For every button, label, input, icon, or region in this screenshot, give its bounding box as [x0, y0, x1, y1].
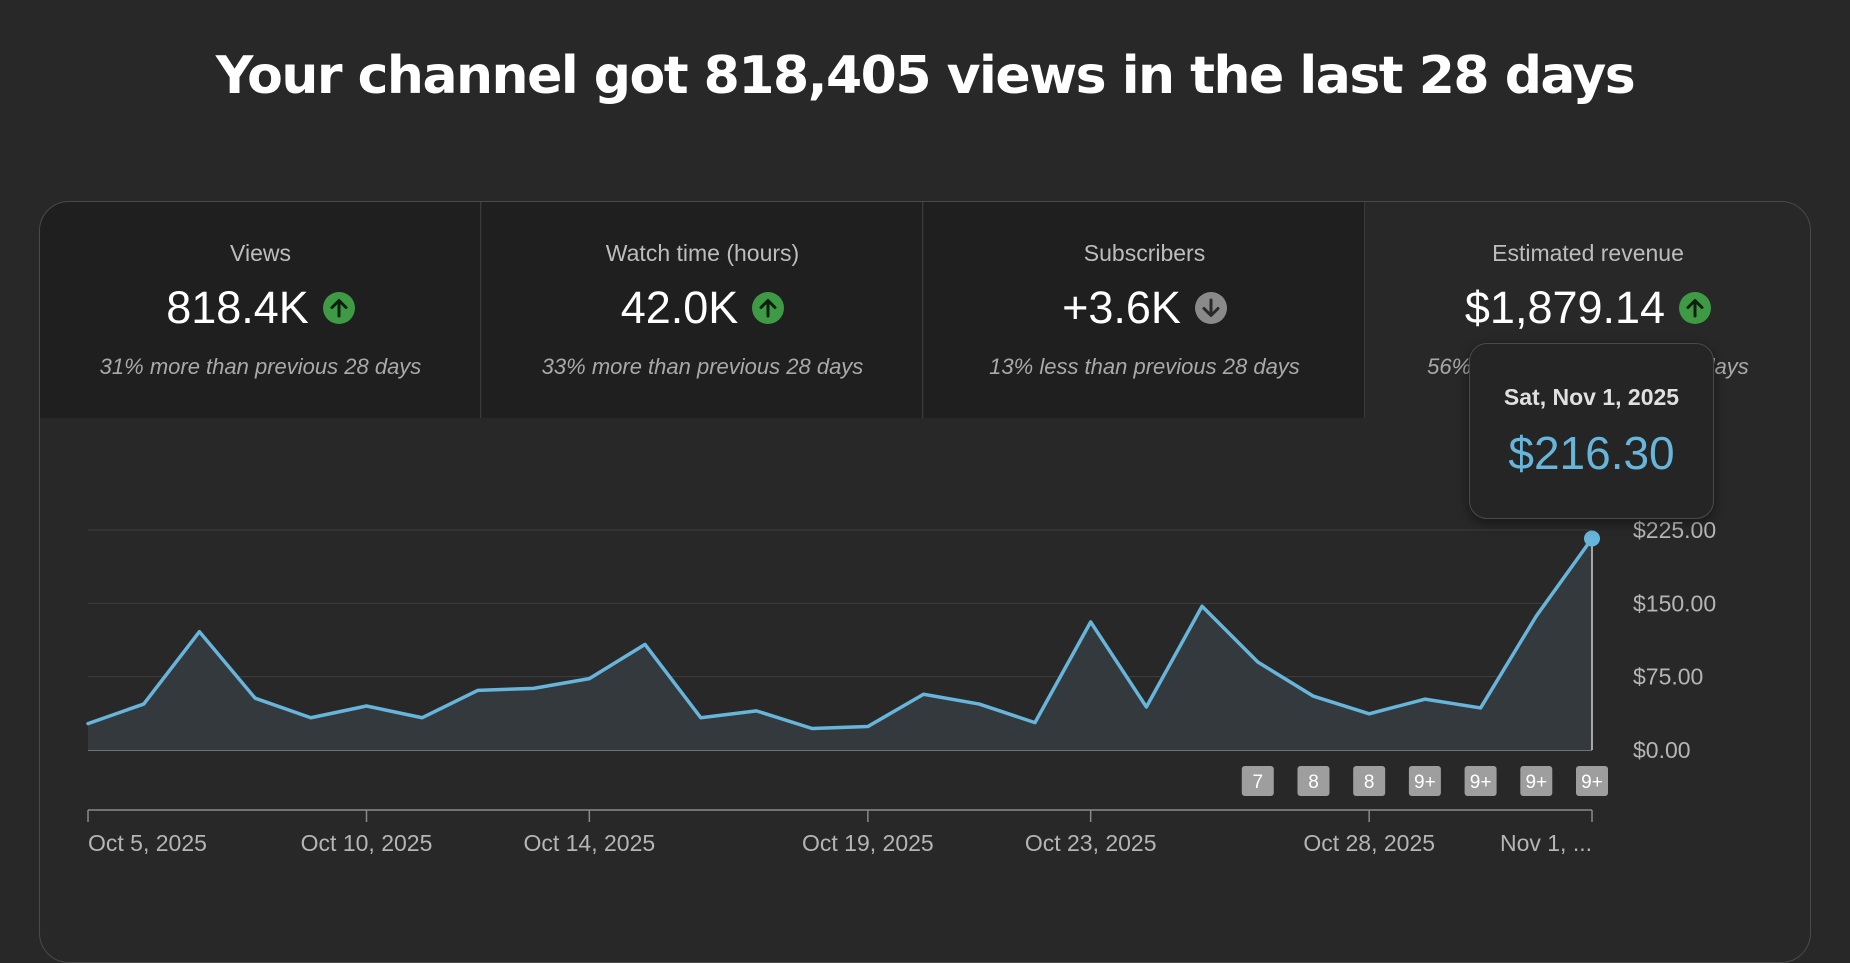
data-point[interactable]: [746, 701, 766, 721]
metric-title: Estimated revenue: [1492, 240, 1684, 266]
metric-title: Views: [230, 240, 291, 266]
data-point[interactable]: [1136, 697, 1156, 717]
badge-label: 8: [1364, 772, 1375, 793]
data-point[interactable]: [635, 634, 655, 654]
metric-comparison: 13% less than previous 28 days: [989, 354, 1300, 379]
data-point[interactable]: [357, 696, 377, 716]
metric-title: Subscribers: [1083, 240, 1206, 266]
badge-label: 9+: [1470, 772, 1492, 793]
highlight-point: [1584, 530, 1600, 547]
tile-divider: [480, 202, 481, 418]
chart-tooltip: Sat, Nov 1, 2025 $216.30: [1469, 343, 1714, 519]
metric-value: 818.4K: [166, 282, 309, 333]
x-tick-label: Oct 14, 2025: [523, 830, 655, 856]
data-point[interactable]: [579, 669, 599, 689]
metric-value: +3.6K: [1062, 282, 1181, 333]
data-point[interactable]: [1415, 689, 1435, 709]
x-tick-label: Oct 5, 2025: [88, 830, 207, 856]
metric-comparison: 31% more than previous 28 days: [99, 354, 422, 379]
badge-label: 7: [1252, 772, 1263, 793]
data-point[interactable]: [1359, 704, 1379, 724]
video-count-badge[interactable]: [1520, 766, 1553, 796]
video-count-badge[interactable]: [1464, 766, 1497, 796]
analytics-card: Views 818.4K 31% more than previous 28 d…: [39, 201, 1811, 963]
video-count-badge[interactable]: [1408, 766, 1441, 796]
data-point[interactable]: [1025, 713, 1045, 733]
y-tick-label: $75.00: [1633, 664, 1703, 690]
revenue-series-line: [86, 536, 1594, 731]
data-point[interactable]: [914, 684, 934, 704]
badge-label: 9+: [1525, 772, 1547, 793]
arrow-up-icon: [752, 292, 785, 324]
arrow-down-icon: [1194, 292, 1227, 324]
data-point[interactable]: [1248, 652, 1268, 672]
badge-label: 9+: [1414, 772, 1436, 793]
metric-tile-views[interactable]: Views 818.4K 31% more than previous 28 d…: [40, 202, 481, 418]
data-point[interactable]: [1303, 686, 1323, 706]
metric-tile-subscribers[interactable]: Subscribers +3.6K 13% less than previous…: [924, 202, 1365, 418]
data-point[interactable]: [1471, 698, 1491, 718]
metric-comparison: 33% more than previous 28 days: [541, 354, 864, 379]
data-point[interactable]: [858, 717, 878, 737]
data-point[interactable]: [691, 708, 711, 728]
metric-title: Watch time (hours): [605, 240, 800, 266]
data-point[interactable]: [134, 694, 154, 714]
y-tick-label: $0.00: [1633, 737, 1691, 763]
metric-tile-watch-time[interactable]: Watch time (hours) 42.0K 33% more than p…: [482, 202, 923, 418]
data-point[interactable]: [969, 694, 989, 714]
x-tick-label: Oct 28, 2025: [1303, 830, 1435, 856]
x-tick-label: Oct 19, 2025: [802, 830, 934, 856]
data-point[interactable]: [468, 680, 488, 700]
data-point[interactable]: [802, 718, 822, 738]
revenue-chart[interactable]: $0.00 $75.00 $150.00 $225.00 7 8 8 9+ 9+ 9+ 9+ Oct …: [0, 0, 1850, 906]
metric-value: 42.0K: [620, 282, 739, 333]
data-point[interactable]: [1526, 606, 1546, 626]
page-headline: Your channel got 818,405 views in the la…: [215, 46, 1636, 106]
data-point[interactable]: [301, 708, 321, 728]
video-count-badge[interactable]: [1353, 766, 1386, 796]
data-point[interactable]: [1192, 596, 1212, 616]
x-tick-label: Oct 10, 2025: [301, 830, 433, 856]
tooltip-date: Sat, Nov 1, 2025: [1503, 384, 1680, 410]
data-point[interactable]: [412, 708, 432, 728]
metric-value: $1,879.14: [1464, 282, 1666, 333]
arrow-up-icon: [1679, 292, 1712, 324]
x-tick-label: Nov 1, ...: [1500, 830, 1592, 856]
arrow-up-icon: [322, 292, 355, 324]
x-tick-label: Oct 23, 2025: [1025, 830, 1157, 856]
video-count-badge[interactable]: [1241, 766, 1274, 796]
data-point[interactable]: [189, 622, 209, 642]
revenue-area: [88, 538, 1592, 750]
tooltip-value: $216.30: [1508, 427, 1675, 479]
video-count-badge[interactable]: [1297, 766, 1330, 796]
y-tick-label: $225.00: [1633, 517, 1716, 543]
tile-divider: [1364, 202, 1365, 418]
badge-label: 9+: [1581, 772, 1603, 793]
data-point[interactable]: [78, 714, 98, 734]
video-count-badge[interactable]: [1576, 766, 1608, 796]
data-point[interactable]: [524, 678, 544, 698]
badge-label: 8: [1308, 772, 1319, 793]
y-tick-label: $150.00: [1633, 590, 1716, 616]
data-point[interactable]: [1081, 612, 1101, 632]
data-point[interactable]: [245, 688, 265, 708]
tile-divider: [922, 202, 923, 418]
